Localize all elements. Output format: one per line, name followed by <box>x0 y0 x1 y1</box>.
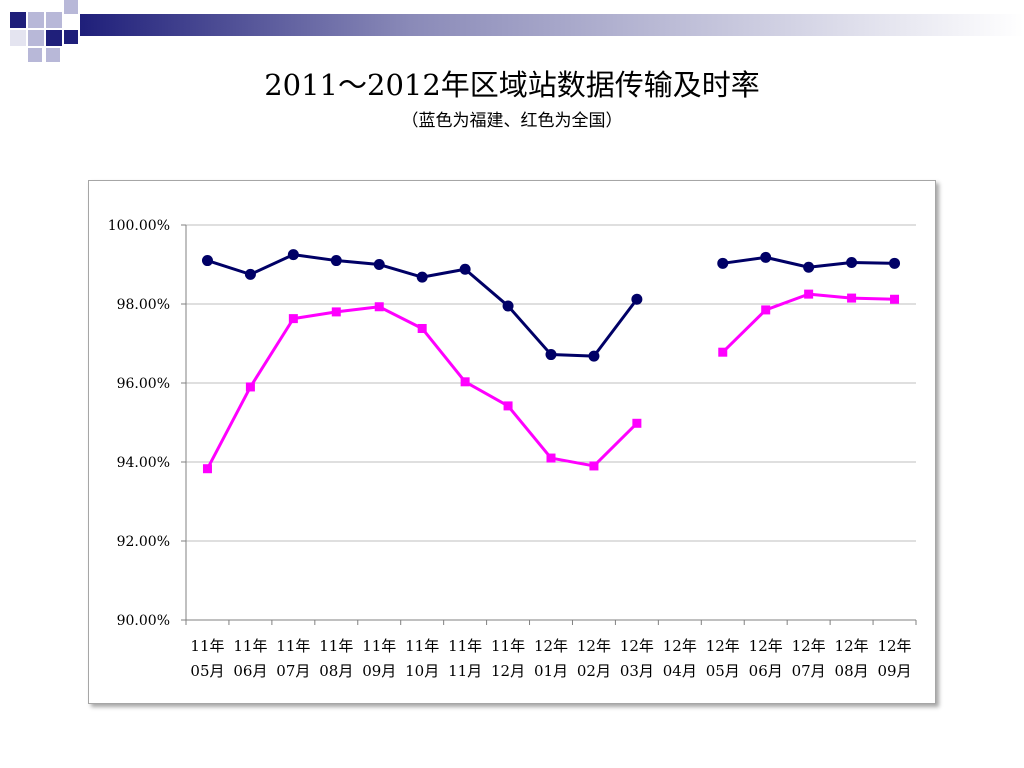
data-point-fujian <box>502 300 514 312</box>
data-point-fujian <box>287 249 299 261</box>
data-point-national <box>288 314 298 324</box>
y-tick-label: 96.00% <box>117 376 170 392</box>
x-tick-label-year: 11年 <box>362 637 396 655</box>
decoration-square <box>28 30 44 46</box>
data-point-fujian <box>631 293 643 305</box>
x-tick-label-year: 12年 <box>577 637 611 655</box>
series-line-national <box>721 292 895 354</box>
data-point-fujian <box>459 263 471 275</box>
data-point-national <box>804 289 814 299</box>
x-tick-label-month: 05月 <box>706 662 740 680</box>
decoration-square <box>64 30 78 44</box>
data-point-national <box>202 464 212 474</box>
x-tick-label-month: 04月 <box>663 662 697 680</box>
series-line-fujian <box>207 253 639 358</box>
decoration-square <box>46 12 62 28</box>
x-tick-label-month: 10月 <box>405 662 439 680</box>
x-tick-label-month: 09月 <box>877 662 911 680</box>
x-tick-label-year: 12年 <box>534 637 568 655</box>
x-tick-label-month: 07月 <box>792 662 826 680</box>
slide-title: 2011～2012年区域站数据传输及时率 <box>264 68 760 102</box>
x-tick-label-year: 12年 <box>877 637 911 655</box>
x-tick-label-year: 11年 <box>491 637 525 655</box>
data-point-national <box>847 293 857 303</box>
x-tick-label-month: 06月 <box>749 662 783 680</box>
data-point-national <box>503 401 513 411</box>
data-point-fujian <box>244 268 256 280</box>
x-tick-label-year: 12年 <box>620 637 654 655</box>
data-point-national <box>331 307 341 317</box>
data-point-fujian <box>416 271 428 283</box>
x-tick-label-month: 07月 <box>276 662 310 680</box>
decoration-square <box>28 12 44 28</box>
data-point-fujian <box>760 251 772 263</box>
y-tick-label: 92.00% <box>117 534 170 550</box>
x-tick-label-year: 12年 <box>663 637 697 655</box>
data-point-fujian <box>201 255 213 267</box>
x-tick-label-year: 12年 <box>835 637 869 655</box>
x-tick-label-year: 12年 <box>749 637 783 655</box>
x-tick-label-month: 09月 <box>362 662 396 680</box>
x-tick-label-year: 11年 <box>448 637 482 655</box>
header-gradient-band <box>80 14 1024 36</box>
x-tick-label-month: 05月 <box>190 662 224 680</box>
decoration-square <box>10 30 26 46</box>
y-tick-label: 94.00% <box>117 455 170 471</box>
data-point-national <box>632 418 642 428</box>
x-tick-label-month: 12月 <box>491 662 525 680</box>
x-tick-label-year: 12年 <box>792 637 826 655</box>
data-point-national <box>890 294 900 304</box>
data-point-national <box>460 377 470 387</box>
data-point-national <box>374 302 384 312</box>
x-tick-label-year: 11年 <box>233 637 267 655</box>
data-point-fujian <box>373 259 385 270</box>
data-point-fujian <box>330 255 342 267</box>
x-tick-label-month: 08月 <box>835 662 869 680</box>
decoration-square <box>46 48 60 62</box>
x-tick-label-year: 11年 <box>319 637 353 655</box>
x-tick-label-month: 02月 <box>577 662 611 680</box>
x-tick-label-month: 03月 <box>620 662 654 680</box>
line-chart: 100.00% 98.00% 96.00% 94.00% 92.00% 90.00% 11年… <box>108 218 917 680</box>
data-point-fujian <box>545 349 557 361</box>
data-point-fujian <box>588 350 600 362</box>
decoration-square <box>64 0 78 14</box>
y-tick-label: 98.00% <box>117 297 170 313</box>
y-tick-label: 100.00% <box>108 218 170 234</box>
x-tick-label-year: 11年 <box>405 637 439 655</box>
data-point-national <box>718 347 728 357</box>
x-tick-label-month: 01月 <box>534 662 568 680</box>
data-point-fujian <box>803 261 815 273</box>
chart-frame: 100.00% 98.00% 96.00% 94.00% 92.00% 90.00% 11年… <box>88 180 936 704</box>
x-tick-label-month: 11月 <box>448 662 482 680</box>
data-point-national <box>417 323 427 333</box>
data-point-national <box>761 305 771 315</box>
data-point-fujian <box>717 257 729 269</box>
y-tick-label: 90.00% <box>117 613 170 629</box>
x-tick-label-month: 06月 <box>233 662 267 680</box>
data-point-national <box>245 382 255 392</box>
data-point-national <box>546 453 556 463</box>
decoration-square <box>46 30 62 46</box>
x-tick-label-month: 08月 <box>319 662 353 680</box>
data-point-fujian <box>846 257 858 269</box>
x-tick-label-year: 12年 <box>706 637 740 655</box>
slide-subtitle: （蓝色为福建、红色为全国） <box>401 111 623 131</box>
x-tick-label-year: 11年 <box>276 637 310 655</box>
decoration-square <box>10 12 26 28</box>
slide-corner-decoration <box>10 0 1024 62</box>
data-point-fujian <box>889 257 901 269</box>
decoration-square <box>28 48 42 62</box>
x-tick-label-year: 11年 <box>190 637 224 655</box>
data-point-national <box>589 461 599 471</box>
